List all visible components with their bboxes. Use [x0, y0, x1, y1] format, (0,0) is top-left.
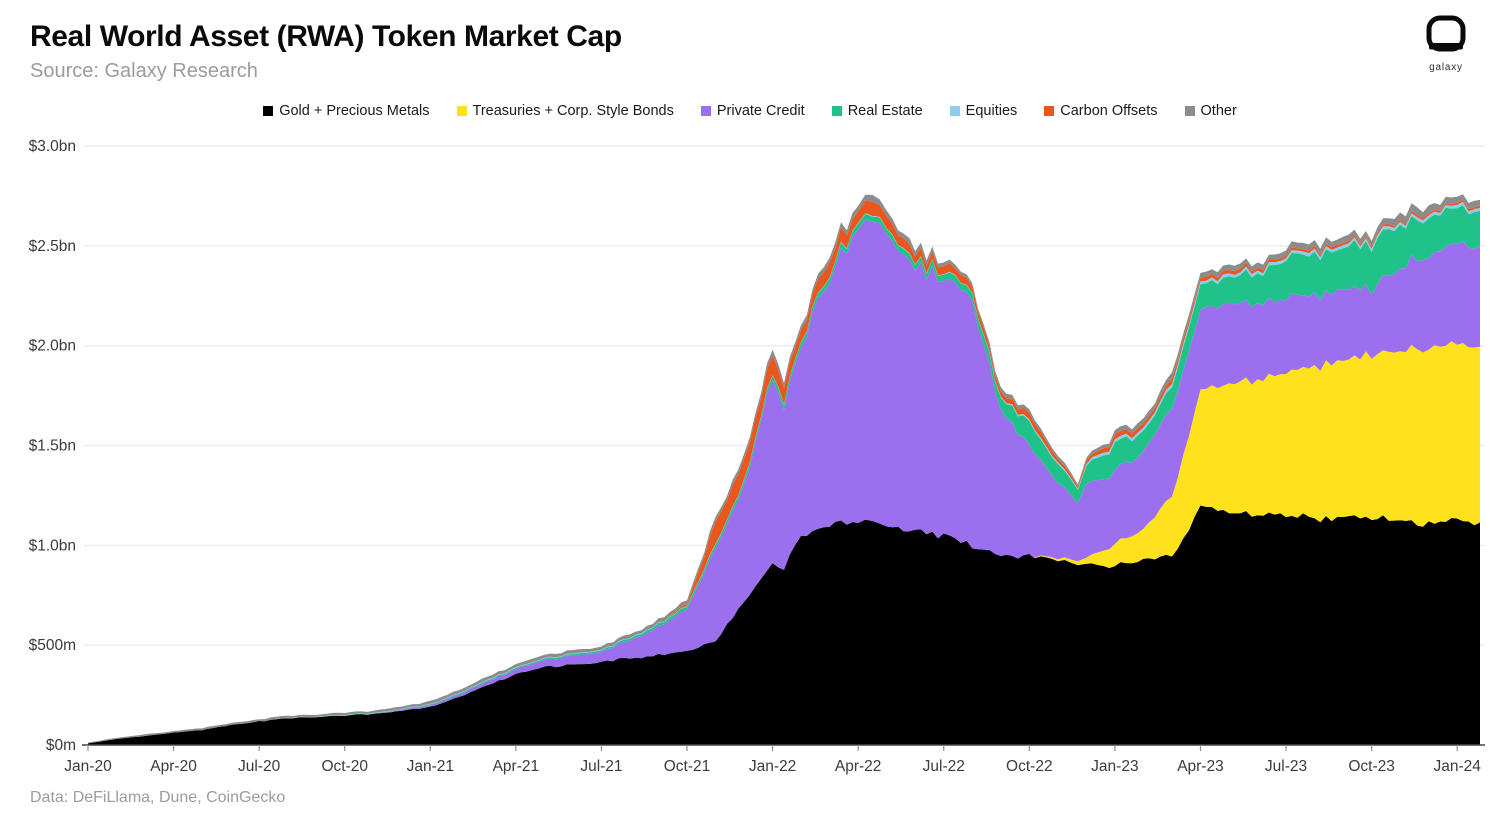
- data-source-note: Data: DeFiLlama, Dune, CoinGecko: [30, 789, 286, 806]
- series-area-gold-precious-metals: [88, 505, 1480, 745]
- x-tick-label: Oct-21: [664, 758, 711, 775]
- page-subtitle: Source: Galaxy Research: [30, 60, 258, 82]
- legend-swatch: [1184, 106, 1195, 116]
- x-tick-label: Apr-23: [1177, 758, 1224, 775]
- legend-label: Equities: [965, 103, 1018, 119]
- galaxy-logo: galaxy: [1418, 14, 1474, 73]
- legend-item-other: Other: [1184, 103, 1237, 119]
- legend-swatch: [949, 106, 960, 116]
- legend-swatch: [263, 106, 274, 116]
- y-tick-label: $500m: [29, 637, 76, 654]
- series-area-private-credit: [88, 219, 1480, 744]
- legend-item-treasuries-corp-style-bonds: Treasuries + Corp. Style Bonds: [456, 103, 674, 119]
- x-tick-label: Oct-23: [1348, 758, 1395, 775]
- legend-item-gold-precious-metals: Gold + Precious Metals: [263, 103, 430, 119]
- legend-label: Private Credit: [716, 103, 805, 119]
- legend-label: Other: [1200, 103, 1237, 119]
- legend-label: Real Estate: [847, 103, 923, 119]
- legend-label: Carbon Offsets: [1060, 103, 1158, 119]
- x-tick-label: Apr-20: [150, 758, 197, 775]
- x-tick-label: Jul-22: [923, 758, 965, 775]
- legend-label: Gold + Precious Metals: [279, 103, 430, 119]
- page-title: Real World Asset (RWA) Token Market Cap: [30, 20, 622, 53]
- y-tick-label: $1.5bn: [29, 438, 76, 455]
- legend-swatch: [1044, 106, 1055, 116]
- x-tick-label: Jul-23: [1265, 758, 1307, 775]
- x-tick-label: Jul-20: [238, 758, 281, 775]
- legend-item-equities: Equities: [949, 103, 1018, 119]
- y-tick-label: $1.0bn: [29, 537, 76, 554]
- x-tick-label: Jan-20: [64, 758, 112, 775]
- y-tick-label: $2.0bn: [29, 338, 76, 355]
- x-tick-label: Jan-23: [1091, 758, 1138, 775]
- x-tick-label: Jan-24: [1433, 758, 1481, 775]
- x-tick-label: Oct-22: [1006, 758, 1053, 775]
- legend-swatch: [700, 106, 711, 116]
- galaxy-logo-icon: [1426, 15, 1466, 52]
- x-tick-label: Apr-22: [835, 758, 882, 775]
- legend-swatch: [831, 106, 842, 116]
- legend-item-real-estate: Real Estate: [831, 103, 923, 119]
- y-tick-label: $3.0bn: [29, 138, 76, 155]
- legend-swatch: [456, 106, 467, 116]
- legend-label: Treasuries + Corp. Style Bonds: [472, 103, 674, 119]
- x-tick-label: Oct-20: [321, 758, 368, 775]
- galaxy-logo-word: galaxy: [1429, 62, 1463, 73]
- legend-item-carbon-offsets: Carbon Offsets: [1044, 103, 1158, 119]
- series-area-real-estate: [88, 205, 1480, 744]
- x-tick-label: Apr-21: [493, 758, 540, 775]
- y-tick-label: $2.5bn: [29, 238, 76, 255]
- x-tick-label: Jan-22: [749, 758, 796, 775]
- series-area-treasuries-corp-style-bonds: [88, 341, 1480, 744]
- x-tick-label: Jul-21: [580, 758, 622, 775]
- chart-legend: Gold + Precious Metals Treasuries + Corp.…: [0, 103, 1500, 119]
- x-tick-label: Jan-21: [407, 758, 454, 775]
- y-tick-label: $0m: [46, 737, 76, 754]
- legend-item-private-credit: Private Credit: [700, 103, 805, 119]
